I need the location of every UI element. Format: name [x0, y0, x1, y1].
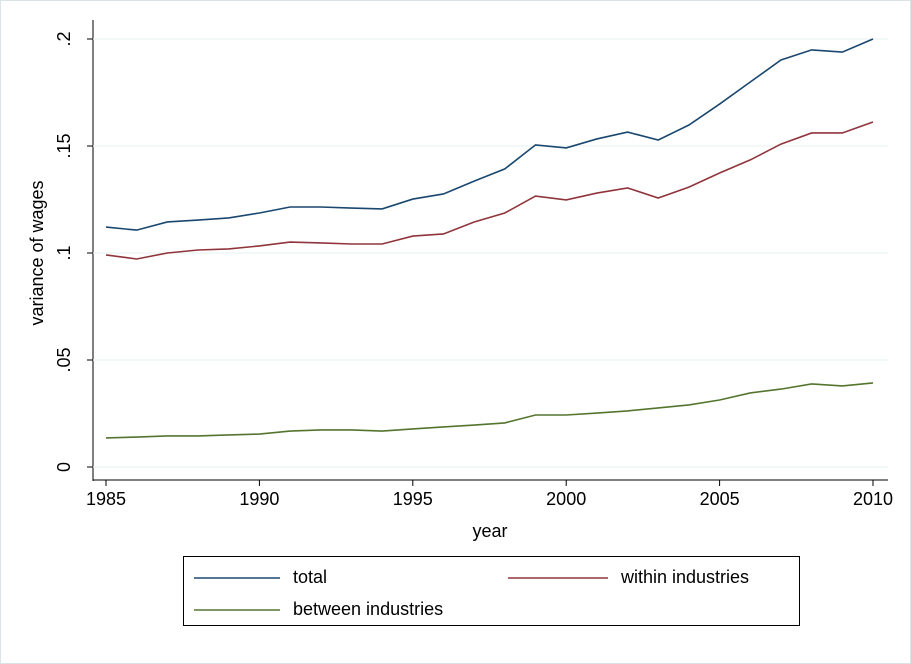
y-axis-title: variance of wages: [27, 180, 47, 325]
legend-label: within industries: [620, 567, 749, 587]
series-line: [105, 121, 874, 260]
legend-label: between industries: [293, 599, 443, 619]
x-tick-label: 2010: [853, 489, 893, 509]
series-line: [105, 382, 874, 439]
series-line: [105, 38, 874, 231]
y-tick-label: .05: [54, 347, 74, 372]
y-tick-label: .15: [54, 133, 74, 158]
x-tick-label: 1990: [239, 489, 279, 509]
x-axis-title: year: [472, 521, 507, 541]
y-tick-label: .1: [54, 245, 74, 260]
y-tick-label: 0: [54, 462, 74, 472]
y-tick-label: .2: [54, 31, 74, 46]
legend: [183, 556, 800, 626]
x-tick-label: 2005: [700, 489, 740, 509]
x-tick-label: 1995: [393, 489, 433, 509]
x-tick-label: 2000: [546, 489, 586, 509]
legend-label: total: [293, 567, 327, 587]
x-tick-label: 1985: [86, 489, 126, 509]
